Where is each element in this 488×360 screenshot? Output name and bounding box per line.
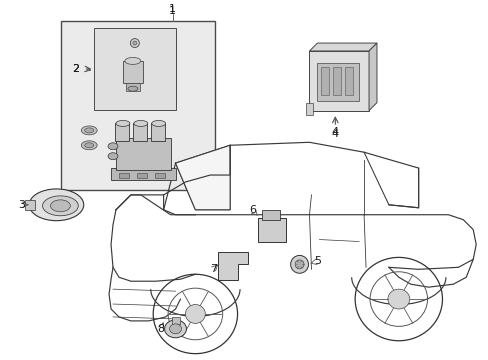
Bar — [309, 51, 368, 111]
Ellipse shape — [151, 121, 165, 126]
Ellipse shape — [108, 143, 118, 150]
Circle shape — [294, 260, 304, 269]
Bar — [150, 123, 164, 141]
Bar — [119, 173, 129, 178]
Polygon shape — [309, 43, 376, 51]
Bar — [133, 123, 146, 141]
Ellipse shape — [108, 153, 118, 159]
Bar — [137, 173, 146, 178]
Ellipse shape — [42, 196, 78, 216]
Polygon shape — [175, 145, 230, 210]
Circle shape — [130, 39, 139, 48]
Bar — [345, 67, 352, 95]
Ellipse shape — [124, 58, 141, 64]
Ellipse shape — [169, 324, 181, 334]
Bar — [317, 63, 358, 100]
Text: 8: 8 — [157, 324, 164, 334]
Bar — [262, 210, 279, 220]
Text: 5: 5 — [313, 256, 320, 266]
Text: 7: 7 — [209, 264, 216, 274]
Text: 2: 2 — [72, 64, 79, 74]
Bar — [333, 67, 341, 95]
Ellipse shape — [116, 121, 130, 126]
Bar — [94, 28, 175, 109]
Ellipse shape — [50, 200, 70, 212]
Bar — [122, 61, 142, 83]
Ellipse shape — [387, 289, 409, 309]
Text: 1: 1 — [169, 6, 176, 16]
Bar — [321, 67, 328, 95]
Circle shape — [133, 41, 137, 45]
Bar — [111, 168, 175, 180]
Bar — [116, 138, 170, 170]
Bar — [305, 103, 313, 114]
Text: 4: 4 — [331, 127, 338, 138]
Text: 6: 6 — [249, 205, 256, 215]
Ellipse shape — [134, 121, 147, 126]
Ellipse shape — [29, 189, 83, 221]
Text: 2: 2 — [72, 64, 79, 74]
Bar — [257, 218, 285, 242]
Bar — [171, 317, 179, 324]
Ellipse shape — [164, 320, 186, 338]
Ellipse shape — [84, 143, 94, 148]
Ellipse shape — [128, 86, 138, 91]
Bar — [61, 21, 215, 190]
Bar — [154, 173, 164, 178]
Polygon shape — [368, 43, 376, 111]
Bar — [25, 200, 35, 210]
Circle shape — [290, 255, 308, 273]
Ellipse shape — [81, 141, 97, 150]
Bar — [115, 123, 129, 141]
Ellipse shape — [81, 126, 97, 135]
Ellipse shape — [84, 128, 94, 133]
Ellipse shape — [185, 305, 205, 323]
Polygon shape — [218, 252, 247, 280]
Text: 3: 3 — [18, 200, 25, 210]
Bar — [126, 83, 140, 91]
Text: 1: 1 — [169, 4, 176, 14]
Text: 4: 4 — [331, 129, 338, 139]
